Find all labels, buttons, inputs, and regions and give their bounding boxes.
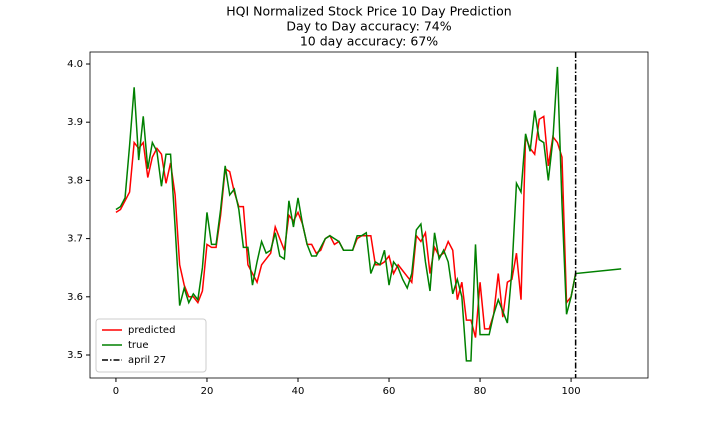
y-tick-label: 3.9: [67, 117, 83, 128]
legend-label: april 27: [128, 355, 166, 366]
x-tick-label: 40: [292, 386, 305, 397]
y-tick-label: 3.6: [67, 292, 83, 303]
x-tick-label: 80: [474, 386, 487, 397]
plot-frame: [89, 51, 649, 379]
legend-label: predicted: [128, 325, 175, 336]
chart-title: HQI Normalized Stock Price 10 Day Predic…: [226, 4, 511, 19]
x-tick-label: 100: [562, 386, 581, 397]
legend-box: [95, 318, 207, 373]
x-tick-label: 60: [383, 386, 396, 397]
chart-subtitle: Day to Day accuracy: 74%: [286, 19, 451, 34]
line-series: [115, 66, 622, 362]
y-tick-label: 3.5: [67, 350, 83, 361]
x-tick-label: 20: [201, 386, 214, 397]
x-tick-label: 0: [113, 386, 119, 397]
y-tick-label: 3.8: [67, 175, 83, 186]
chart-subtitle: 10 day accuracy: 67%: [300, 34, 438, 49]
y-tick-label: 3.7: [67, 234, 83, 245]
y-tick-label: 4.0: [67, 59, 83, 70]
line-series: [115, 115, 577, 338]
legend-label: true: [128, 340, 149, 351]
